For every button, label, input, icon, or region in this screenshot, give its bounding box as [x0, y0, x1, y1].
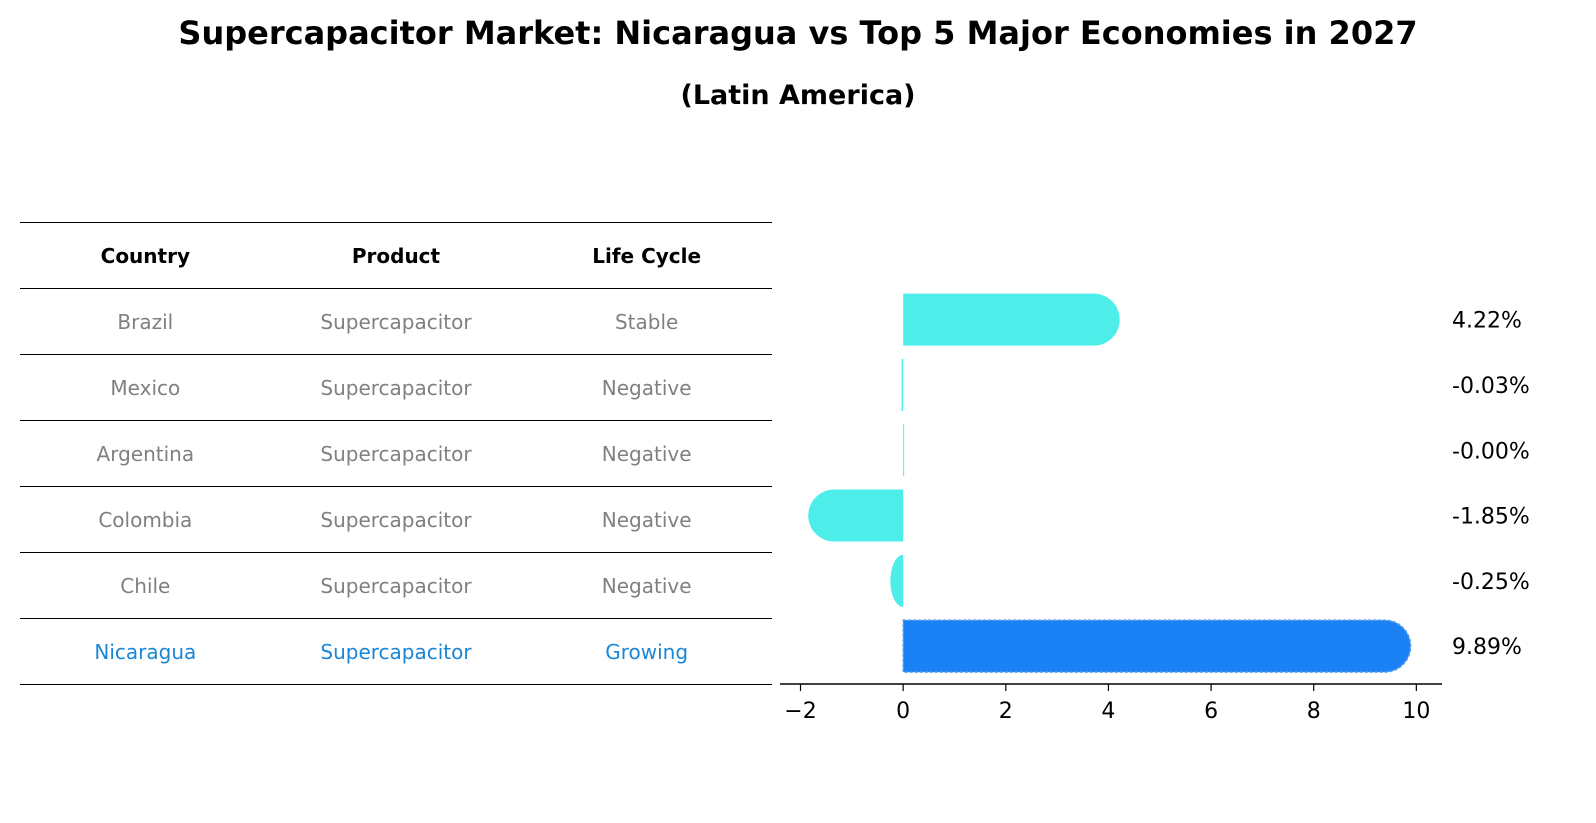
data-label-chile: -0.25% — [1452, 570, 1530, 595]
cell-product: Supercapacitor — [270, 354, 522, 421]
cell-country: Colombia — [20, 486, 271, 553]
chart-subtitle: (Latin America) — [680, 80, 916, 111]
cell-product: Supercapacitor — [270, 552, 522, 619]
cell-life-cycle: Negative — [521, 354, 772, 421]
table-row-highlight: Nicaragua Supercapacitor Growing — [20, 618, 772, 685]
cell-product: Supercapacitor — [270, 288, 522, 355]
table-row: Colombia Supercapacitor Negative — [20, 486, 772, 553]
x-tick-label: 4 — [1101, 699, 1115, 724]
cell-life-cycle: Negative — [521, 486, 772, 553]
cell-country: Nicaragua — [20, 618, 271, 685]
x-tick-label: 2 — [999, 699, 1013, 724]
data-label-argentina: -0.00% — [1452, 439, 1530, 464]
cell-country: Argentina — [20, 420, 271, 487]
x-tick-label: 8 — [1307, 699, 1321, 724]
x-tick-label: 6 — [1204, 699, 1218, 724]
cell-product: Supercapacitor — [270, 618, 522, 685]
table-row: Argentina Supercapacitor Negative — [20, 420, 772, 487]
cell-life-cycle: Negative — [521, 552, 772, 619]
data-label-colombia: -1.85% — [1452, 505, 1530, 530]
x-tick-label: 0 — [896, 699, 910, 724]
market-table: Country Product Life Cycle Brazil Superc… — [20, 222, 772, 685]
cell-country: Chile — [20, 552, 271, 619]
growth-bar-chart: 4.22% -0.03% -0.00% -1.85% -0.25% 9.89% −2 0 2 4 6… — [780, 293, 1530, 724]
bar-colombia — [808, 489, 904, 542]
bar-brazil — [903, 293, 1120, 346]
cell-life-cycle: Negative — [521, 420, 772, 487]
table-row: Chile Supercapacitor Negative — [20, 552, 772, 619]
bar-chile — [890, 554, 904, 607]
bar-mexico — [901, 358, 904, 411]
header-country: Country — [20, 222, 271, 289]
cell-country: Brazil — [20, 288, 271, 355]
table-row: Brazil Supercapacitor Stable — [20, 288, 772, 355]
x-tick-label: 10 — [1402, 699, 1430, 724]
bar-argentina — [903, 424, 905, 477]
cell-product: Supercapacitor — [270, 486, 522, 553]
header-life-cycle: Life Cycle — [521, 222, 772, 289]
cell-life-cycle: Stable — [521, 288, 772, 355]
table-row: Mexico Supercapacitor Negative — [20, 354, 772, 421]
cell-life-cycle: Growing — [521, 618, 772, 685]
chart-title: Supercapacitor Market: Nicaragua vs Top … — [178, 14, 1418, 52]
data-label-brazil: 4.22% — [1452, 309, 1522, 334]
x-tick-label: −2 — [784, 699, 816, 724]
cell-country: Mexico — [20, 354, 271, 421]
data-label-mexico: -0.03% — [1452, 374, 1530, 399]
data-label-nicaragua: 9.89% — [1452, 635, 1522, 660]
cell-product: Supercapacitor — [270, 420, 522, 487]
bar-nicaragua — [902, 619, 1412, 673]
table-header-row: Country Product Life Cycle — [20, 222, 772, 289]
header-product: Product — [270, 222, 522, 289]
